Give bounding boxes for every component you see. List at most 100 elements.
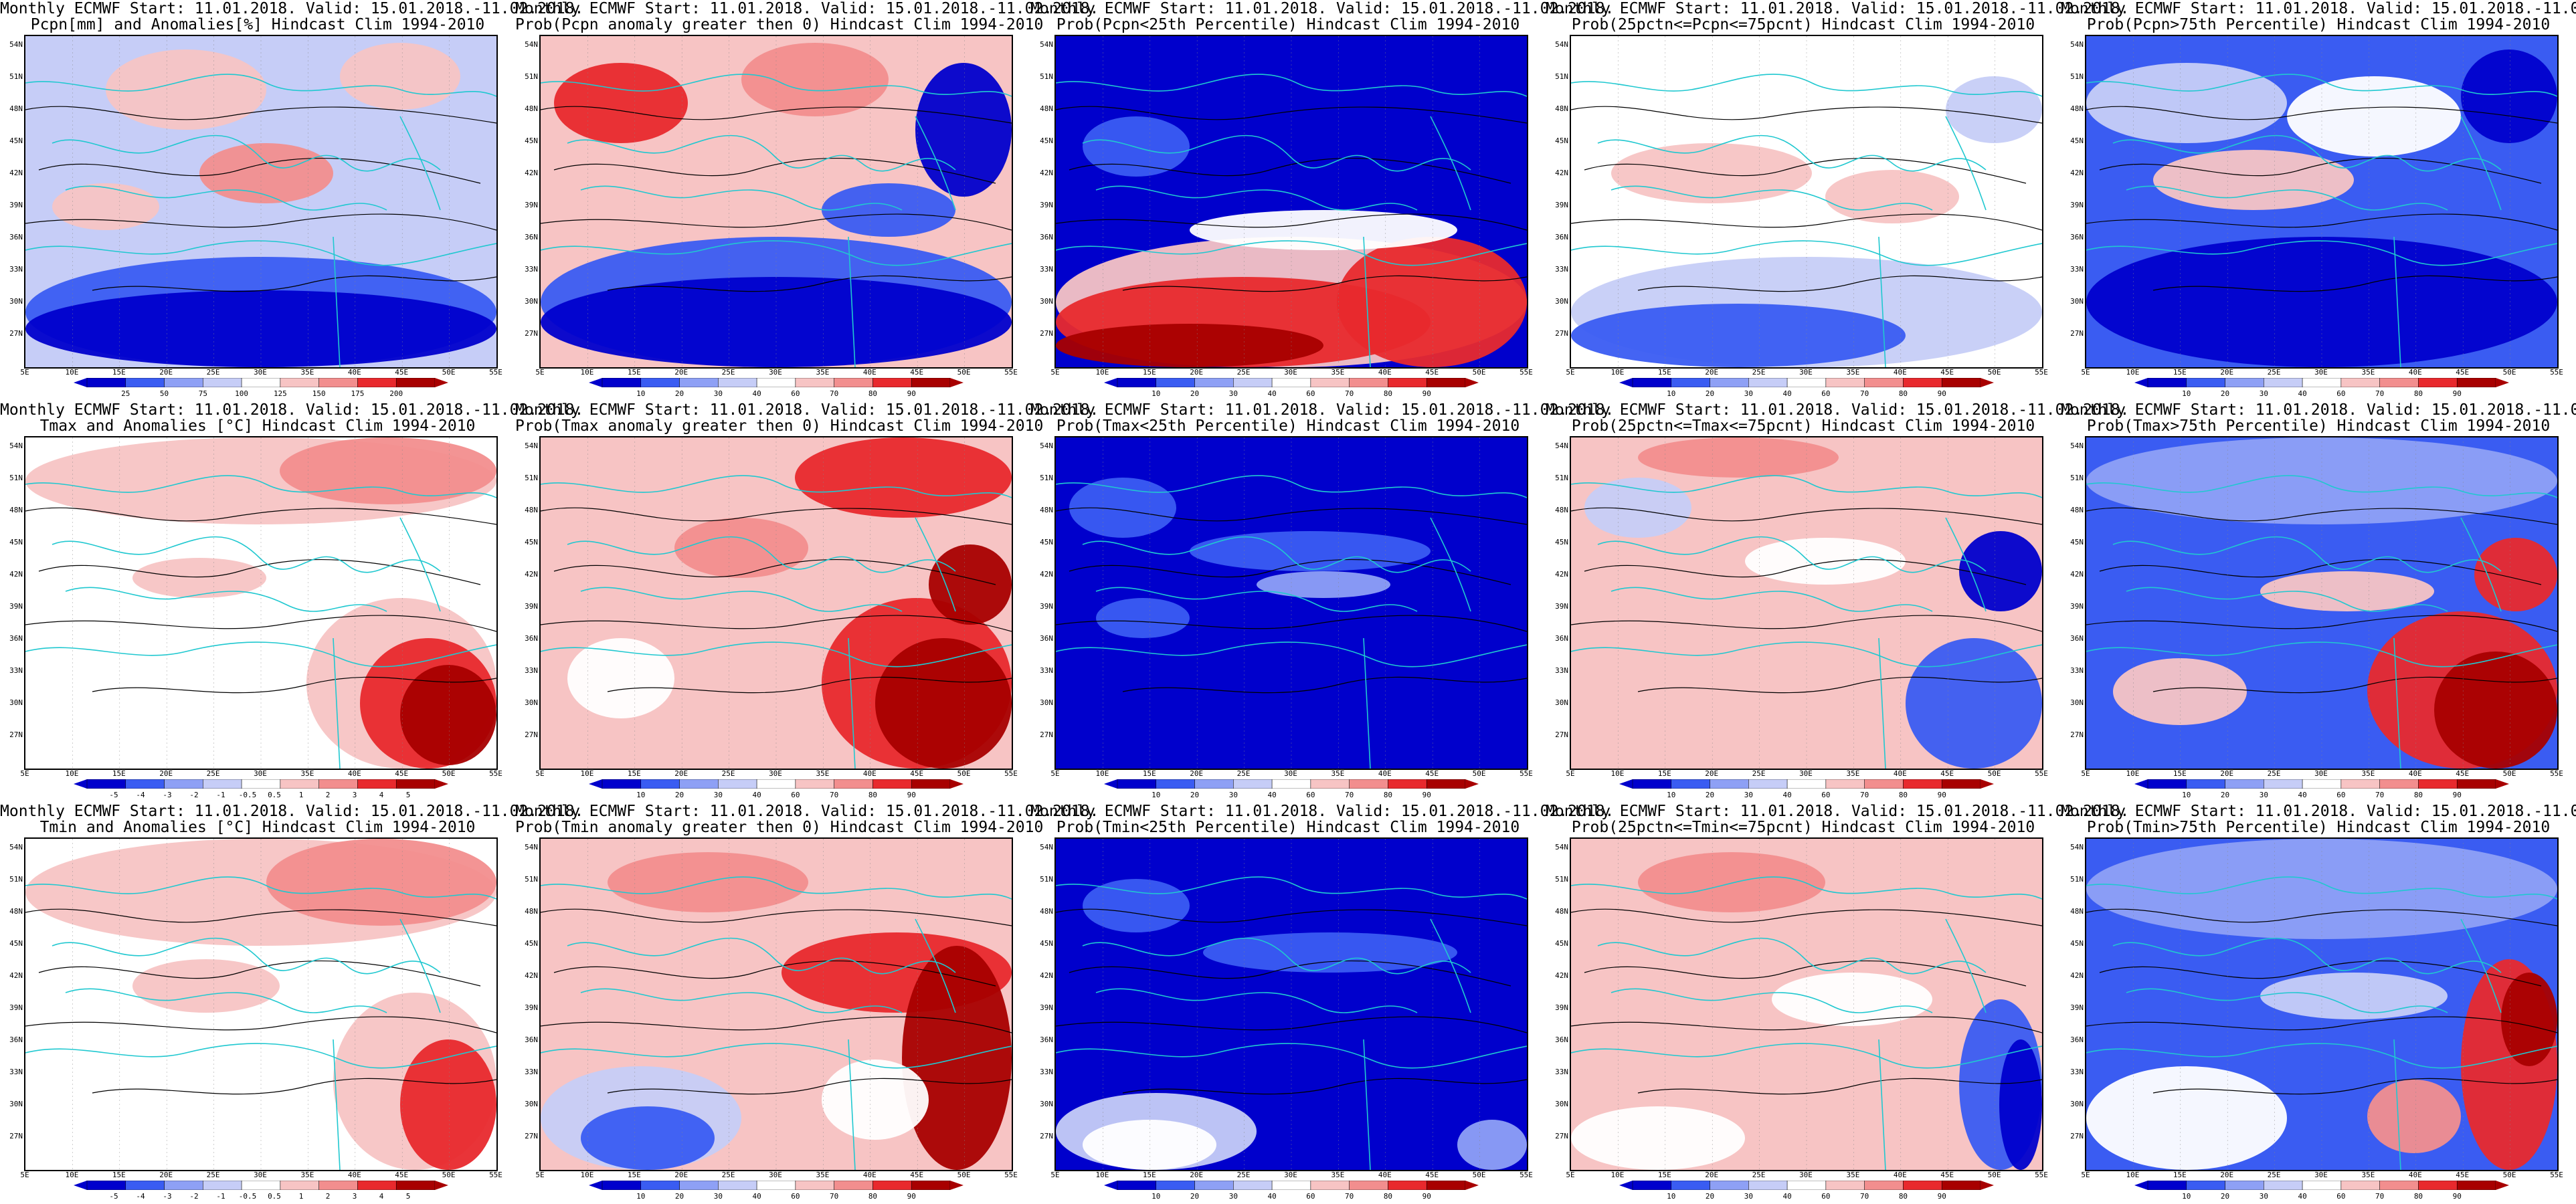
lon-tick-label: 40E [1893,769,1907,778]
colorbar-tick-label: 70 [830,791,839,799]
coastline [915,116,956,211]
colorbar-tick-label: 70 [2375,389,2385,398]
coastline [52,536,441,573]
colorbar-segment [164,1181,203,1190]
lon-tick-label: 35E [300,769,314,778]
lat-tick-label: 48N [525,506,538,514]
lat-tick-label: 51N [9,72,23,81]
lon-tick-label: 15E [2173,1171,2187,1179]
colorbar-segment [1671,1181,1710,1190]
coastline [52,937,441,975]
colorbar-segment [834,779,873,789]
lat-tick-label: 33N [9,265,23,274]
lat-tick-label: 36N [525,1035,538,1044]
colorbar-segment [86,1181,126,1190]
colorbar-segment [2147,378,2187,387]
lat-tick-label: 42N [525,570,538,579]
lon-tick-label: 50E [1987,1171,2001,1179]
lat-tick-label: 27N [9,730,23,739]
colorbar-tick-label: 20 [674,389,684,398]
lon-tick-label: 45E [1940,368,1954,377]
lat-tick-label: 33N [1040,1068,1053,1076]
lon-tick-label: 45E [2456,1171,2470,1179]
coastline [1363,637,1371,769]
colorbar-tick-label: 60 [2336,1192,2346,1201]
lon-tick-label: 25E [2267,1171,2281,1179]
coastline [2086,641,2557,668]
contour-line [38,157,481,184]
colorbar-segment [2264,779,2303,789]
lat-tick-label: 30N [1040,698,1053,707]
lat-tick-label: 36N [1555,233,1568,241]
shaded-field-region [795,437,1012,518]
contour-line [607,1078,1012,1095]
map-panel-pcpn-prob-lt25: Monthly ECMWF Start: 11.01.2018. Valid: … [1030,0,1615,401]
shaded-field-region [902,946,1012,1170]
coastline [541,641,1012,668]
coastline [2460,517,2502,612]
lon-tick-label: 40E [2408,769,2422,778]
colorbar-segment [1671,779,1710,789]
colorbar-segment [2418,378,2458,387]
colorbar-segment [1941,1181,1981,1190]
colorbar-segment [1117,378,1157,387]
lat-tick-label: 45N [2070,538,2084,546]
contour-line [25,106,496,124]
shaded-field-region [822,1060,929,1140]
colorbar-segment [679,779,719,789]
lon-tick-label: 50E [1987,769,2001,778]
lon-tick-label: 35E [300,1171,314,1179]
lat-tick-label: 45N [1555,538,1568,546]
lat-tick-label: 42N [1555,169,1568,177]
lon-tick-label: 25E [2267,368,2281,377]
colorbar-tick-label: 90 [1422,389,1431,398]
coastline [1430,918,1471,1013]
lon-tick-label: 10E [580,368,594,377]
panel-title-line1: Monthly ECMWF Start: 11.01.2018. Valid: … [0,803,584,820]
lat-tick-label: 48N [1040,506,1053,514]
lat-tick-label: 48N [9,506,23,514]
colorbar-tick-label: 90 [1422,791,1431,799]
colorbar-segment [1388,378,1427,387]
coastline [915,918,956,1013]
lon-tick-label: 25E [1752,368,1766,377]
lat-tick-label: 42N [9,169,23,177]
shaded-field-region [2260,973,2448,1019]
colorbar-high-arrow [435,378,448,387]
lon-tick-label: 45E [395,368,409,377]
colorbar-segment [2225,1181,2264,1190]
coastline [1571,475,2042,498]
shaded-field-region [1571,1106,1745,1170]
lat-tick-label: 33N [2070,265,2084,274]
colorbar-tick-label: 20 [674,1192,684,1201]
coastline [2126,988,2448,1013]
lon-tick-label: 55E [1520,1171,1533,1179]
colorbar-tick-label: 20 [2220,389,2230,398]
lat-tick-label: 45N [525,136,538,145]
colorbar-segment [1941,378,1981,387]
coastline [567,134,956,172]
map-panel-tmin-prob-gt75: Monthly ECMWF Start: 11.01.2018. Valid: … [2061,803,2576,1204]
lat-tick-label: 39N [2070,602,2084,611]
lat-tick-label: 30N [2070,297,2084,306]
colorbar-tick-label: 1 [298,1192,304,1201]
coastline [399,918,441,1013]
lon-tick-label: 20E [2220,1171,2234,1179]
colorbar-segment [2456,1181,2496,1190]
colorbar-low-arrow [2134,1181,2148,1190]
lat-tick-label: 45N [9,136,23,145]
lat-tick-label: 42N [1040,570,1053,579]
lon-tick-label: 30E [1799,1171,1813,1179]
panel-title-line1: Monthly ECMWF Start: 11.01.2018. Valid: … [2061,803,2576,820]
contour-line [2086,213,2557,231]
colorbar-low-arrow [1619,779,1633,789]
coastline [1945,918,1987,1013]
panel-title-line1: Monthly ECMWF Start: 11.01.2018. Valid: … [1030,0,1615,17]
lat-tick-label: 27N [1040,1132,1053,1140]
colorbar-tick-label: -4 [136,1192,145,1201]
coastline [1056,641,1527,668]
contour-line [25,213,496,231]
lon-tick-label: 15E [112,769,126,778]
lon-tick-label: 10E [2126,769,2140,778]
lon-tick-label: 30E [254,769,267,778]
